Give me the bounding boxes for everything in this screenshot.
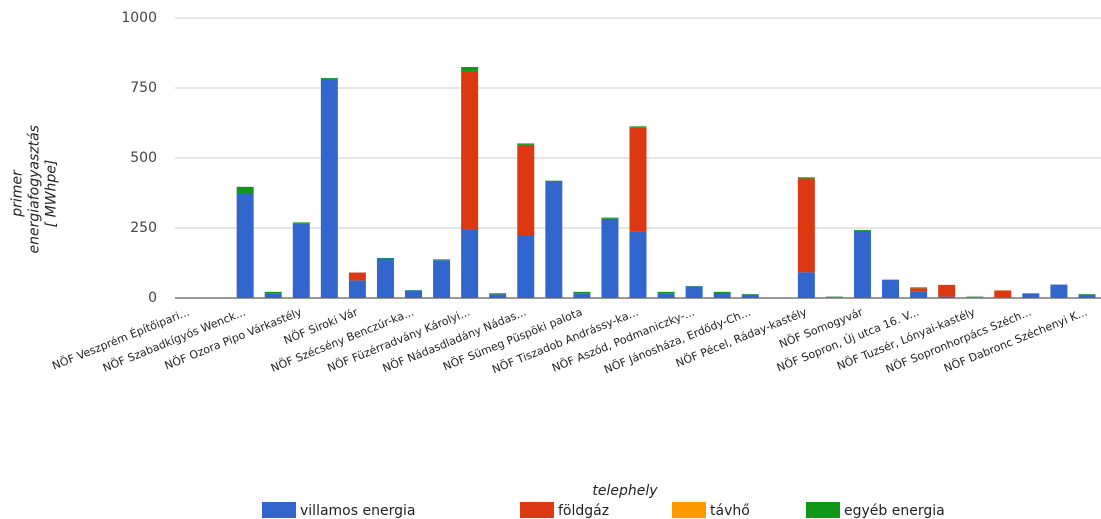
x-axis-title: telephely bbox=[592, 483, 658, 499]
bar-segment bbox=[629, 231, 647, 298]
bar-segment bbox=[573, 293, 591, 298]
bar-segment bbox=[236, 193, 254, 298]
bar-segment bbox=[489, 293, 507, 295]
bar-segment bbox=[348, 280, 366, 298]
bar-segment bbox=[741, 294, 759, 295]
y-tick-label: 750 bbox=[130, 80, 157, 96]
bar-segment bbox=[320, 77, 338, 79]
y-tick-label: 500 bbox=[130, 150, 157, 166]
bar-segment bbox=[489, 294, 507, 298]
bar-segment bbox=[517, 144, 535, 235]
bar-segment bbox=[853, 230, 871, 298]
y-tick-label: 1000 bbox=[121, 10, 157, 26]
bar-segment bbox=[461, 229, 479, 298]
legend-label: távhő bbox=[710, 503, 750, 519]
bar-segment bbox=[825, 296, 843, 298]
bar-segment bbox=[994, 290, 1012, 298]
bar-segment bbox=[882, 279, 900, 298]
legend-swatch bbox=[806, 502, 840, 518]
bar-segment bbox=[994, 297, 1012, 298]
bar-segment bbox=[797, 178, 815, 273]
bar-segment bbox=[545, 180, 563, 298]
y-axis-title: primer energiafogyasztás [ MWhpe] bbox=[9, 125, 60, 254]
bar-segment bbox=[910, 287, 928, 289]
bar-segment bbox=[292, 222, 310, 224]
bar-segment bbox=[573, 291, 591, 294]
bar-segment bbox=[938, 284, 956, 297]
bar-segment bbox=[601, 217, 619, 219]
bar-segment bbox=[910, 291, 928, 298]
bar-segment bbox=[461, 70, 479, 230]
bar-segment bbox=[1022, 293, 1040, 298]
bar-segment bbox=[629, 126, 647, 128]
bar-segment bbox=[433, 259, 451, 261]
bar-segment bbox=[1050, 284, 1068, 298]
bar-segment bbox=[685, 286, 703, 298]
y-tick-label: 250 bbox=[130, 220, 157, 236]
bar-segment bbox=[236, 186, 254, 193]
bar-segment bbox=[1078, 294, 1096, 295]
bar-segment bbox=[433, 260, 451, 298]
bar-segment bbox=[825, 297, 843, 298]
bar-segment bbox=[966, 297, 984, 298]
bar-segment bbox=[461, 67, 479, 71]
bar-segment bbox=[910, 288, 928, 292]
bar-segment bbox=[376, 257, 394, 259]
bar-segment bbox=[966, 296, 984, 298]
bar-segment bbox=[320, 78, 338, 298]
bar-segment bbox=[938, 296, 956, 298]
bar-segment bbox=[405, 290, 423, 298]
bar-segment bbox=[853, 229, 871, 231]
bar-segment bbox=[797, 272, 815, 298]
bar-segment bbox=[1078, 294, 1096, 298]
legend-swatch bbox=[520, 502, 554, 518]
bar-segment bbox=[741, 294, 759, 298]
bar-segment bbox=[348, 272, 366, 281]
legend-swatch bbox=[672, 502, 706, 518]
legend-label: egyéb energia bbox=[844, 503, 945, 519]
bar-segment bbox=[629, 127, 647, 232]
bar-segment bbox=[517, 143, 535, 145]
bar-segment bbox=[657, 291, 675, 294]
bar-segment bbox=[264, 293, 282, 298]
y-tick-label: 0 bbox=[148, 290, 157, 306]
bar-segment bbox=[292, 223, 310, 298]
bar-segment bbox=[376, 258, 394, 298]
bar-segment bbox=[517, 235, 535, 298]
bar-segment bbox=[657, 293, 675, 298]
bar-segment bbox=[1022, 293, 1040, 294]
bar-segment bbox=[601, 218, 619, 298]
legend-label: villamos energia bbox=[300, 503, 415, 519]
legend-swatch bbox=[262, 502, 296, 518]
bar-segment bbox=[713, 291, 731, 294]
bar-segment bbox=[797, 177, 815, 179]
bar-segment bbox=[713, 293, 731, 298]
bar-segment bbox=[264, 291, 282, 294]
legend-label: földgáz bbox=[558, 503, 609, 519]
